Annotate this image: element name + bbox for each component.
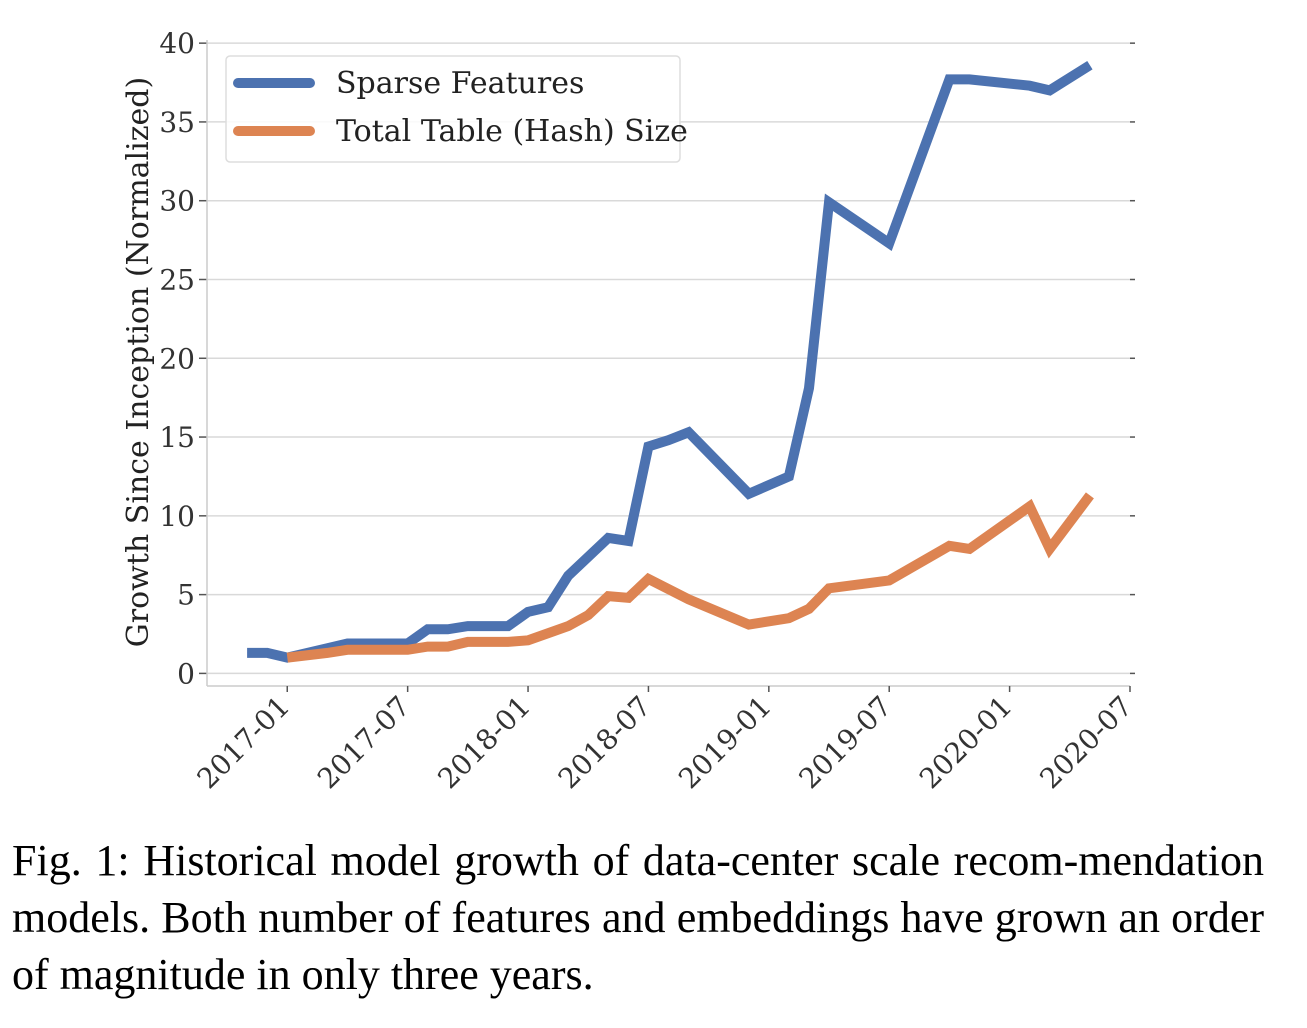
y-tick-label: 15 <box>159 421 195 454</box>
y-tick-labels: 0 5 10 15 20 25 30 35 40 <box>159 27 195 690</box>
series-lines <box>247 60 1094 663</box>
y-tick-label: 0 <box>177 657 195 690</box>
legend-label-total-table-size: Total Table (Hash) Size <box>336 114 688 149</box>
x-tick-label: 2019-07 <box>793 690 899 796</box>
figure-caption: Fig. 1: Historical model growth of data-… <box>12 836 1264 999</box>
x-tick-label: 2017-07 <box>311 690 417 796</box>
x-tick-label: 2017-01 <box>191 690 297 796</box>
y-axis-title: Growth Since Inception (Normalized) <box>121 77 156 647</box>
legend: Sparse Features Total Table (Hash) Size <box>225 55 688 163</box>
x-tick-label: 2018-07 <box>552 690 658 796</box>
x-tick-label: 2019-01 <box>672 690 778 796</box>
y-tick-label: 20 <box>159 342 195 375</box>
y-tick-label: 25 <box>159 263 195 296</box>
y-tick-label: 10 <box>159 500 195 533</box>
grid-lines <box>207 42 1130 675</box>
legend-box <box>225 55 681 163</box>
series-line-total-table-hash-size <box>286 492 1094 663</box>
y-tick-label: 35 <box>159 106 195 139</box>
axes <box>199 40 1135 692</box>
x-tick-labels: 2017-01 2017-07 2018-01 2018-07 2019-01 2019-… <box>191 690 1139 796</box>
x-tick-label: 2018-01 <box>431 690 537 796</box>
y-tick-label: 5 <box>177 579 195 612</box>
legend-label-sparse-features: Sparse Features <box>336 66 584 101</box>
x-tick-label: 2020-07 <box>1033 690 1139 796</box>
x-tick-label: 2020-01 <box>913 690 1019 796</box>
y-tick-label: 40 <box>159 27 195 60</box>
y-tick-label: 30 <box>159 185 195 218</box>
